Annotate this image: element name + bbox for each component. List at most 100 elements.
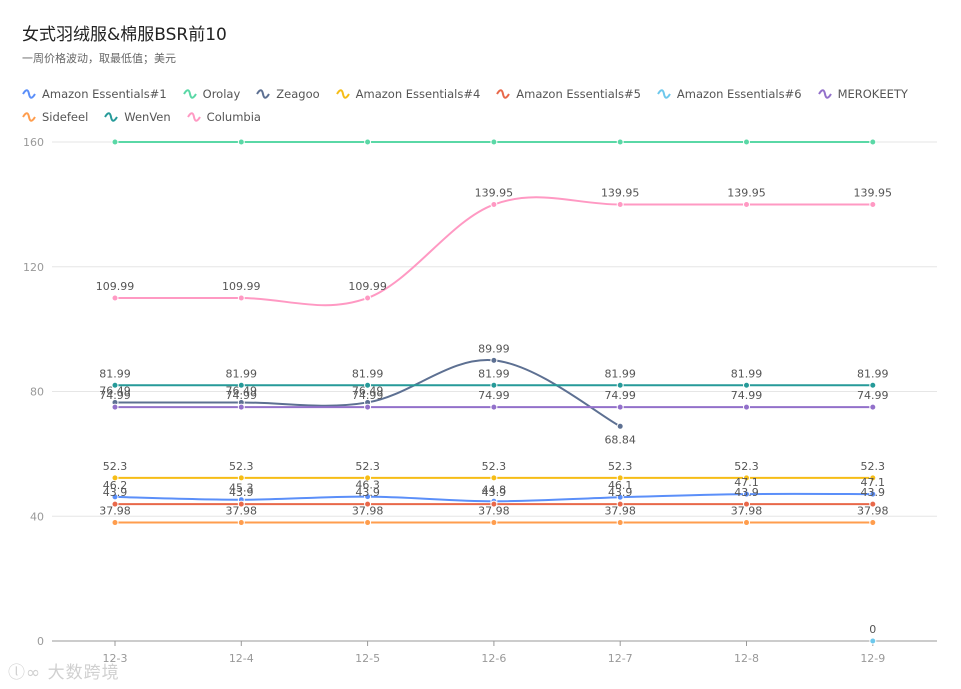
data-label: 43.9	[482, 486, 507, 499]
data-point-amazon-essentials-5[interactable]	[490, 500, 498, 508]
data-point-columbia[interactable]	[364, 294, 372, 302]
legend-line-icon	[22, 88, 36, 99]
data-point-amazon-essentials-1[interactable]	[364, 493, 372, 501]
data-point-columbia[interactable]	[237, 294, 245, 302]
data-point-amazon-essentials-4[interactable]	[490, 474, 498, 482]
data-point-wenven[interactable]	[869, 381, 877, 389]
legend-item-columbia[interactable]: Columbia	[186, 105, 261, 128]
legend-item-zeagoo[interactable]: Zeagoo	[256, 82, 320, 105]
data-label: 43.9	[103, 486, 128, 499]
data-point-sidefeel[interactable]	[364, 519, 372, 527]
data-point-orolay[interactable]	[616, 138, 624, 146]
x-tick-label: 12-5	[355, 652, 380, 665]
legend-label: WenVen	[124, 109, 171, 124]
data-point-orolay[interactable]	[490, 138, 498, 146]
data-label: 52.3	[608, 460, 633, 473]
data-label: 139.95	[601, 187, 640, 200]
data-label: 52.3	[103, 460, 128, 473]
data-point-orolay[interactable]	[869, 138, 877, 146]
data-point-merokeety[interactable]	[490, 403, 498, 411]
data-point-amazon-essentials-4[interactable]	[237, 474, 245, 482]
data-point-amazon-essentials-5[interactable]	[364, 500, 372, 508]
data-point-columbia[interactable]	[616, 201, 624, 209]
legend-item-merokeety[interactable]: MEROKEETY	[817, 82, 908, 105]
data-point-wenven[interactable]	[237, 381, 245, 389]
data-point-amazon-essentials-4[interactable]	[743, 474, 750, 482]
data-point-zeagoo[interactable]	[616, 422, 624, 430]
data-point-orolay[interactable]	[237, 138, 245, 146]
data-point-orolay[interactable]	[743, 138, 750, 146]
data-point-columbia[interactable]	[869, 201, 877, 209]
data-label: 47.1	[861, 476, 886, 489]
data-point-amazon-essentials-5[interactable]	[237, 500, 245, 508]
data-point-merokeety[interactable]	[237, 403, 245, 411]
data-point-amazon-essentials-5[interactable]	[869, 500, 877, 508]
data-point-amazon-essentials-1[interactable]	[111, 493, 119, 501]
data-point-sidefeel[interactable]	[616, 519, 624, 527]
watermark-mark-icon: ⓛ∞	[8, 663, 42, 683]
data-point-amazon-essentials-5[interactable]	[616, 500, 624, 508]
data-point-orolay[interactable]	[364, 138, 372, 146]
data-point-wenven[interactable]	[364, 381, 372, 389]
data-point-amazon-essentials-4[interactable]	[869, 474, 877, 482]
data-point-amazon-essentials-1[interactable]	[869, 490, 877, 498]
data-label: 47.1	[734, 476, 759, 489]
data-point-merokeety[interactable]	[364, 403, 372, 411]
legend-line-icon	[496, 88, 511, 99]
data-point-amazon-essentials-4[interactable]	[616, 474, 624, 482]
legend-item-amazon-essentials-4[interactable]: Amazon Essentials#4	[335, 82, 481, 105]
data-label: 52.3	[355, 460, 380, 473]
data-label: 74.99	[731, 389, 763, 402]
data-label: 43.9	[861, 486, 886, 499]
data-point-amazon-essentials-1[interactable]	[743, 490, 750, 498]
data-label: 139.95	[727, 187, 766, 200]
legend-item-wenven[interactable]: WenVen	[104, 105, 171, 128]
data-label: 37.98	[604, 505, 636, 518]
data-point-columbia[interactable]	[743, 201, 750, 209]
data-label: 76.49	[352, 384, 384, 397]
data-point-wenven[interactable]	[743, 381, 750, 389]
data-point-amazon-essentials-6[interactable]	[869, 637, 877, 645]
legend-item-amazon-essentials-5[interactable]: Amazon Essentials#5	[496, 82, 641, 105]
data-label: 43.9	[608, 486, 633, 499]
data-point-columbia[interactable]	[490, 201, 498, 209]
legend-label: Amazon Essentials#4	[355, 86, 481, 101]
data-label: 81.99	[352, 367, 384, 380]
data-point-zeagoo[interactable]	[490, 356, 498, 364]
data-label: 74.99	[226, 389, 258, 402]
data-label: 43.9	[734, 486, 759, 499]
data-label: 139.95	[475, 187, 514, 200]
data-point-sidefeel[interactable]	[743, 519, 750, 527]
data-point-merokeety[interactable]	[743, 403, 750, 411]
data-point-sidefeel[interactable]	[490, 519, 498, 527]
legend-line-icon	[817, 88, 832, 99]
legend-line-icon	[657, 88, 671, 99]
legend-line-icon	[186, 111, 201, 122]
data-point-amazon-essentials-4[interactable]	[364, 474, 372, 482]
legend-item-amazon-essentials-1[interactable]: Amazon Essentials#1	[22, 82, 167, 105]
data-point-amazon-essentials-4[interactable]	[111, 474, 119, 482]
data-point-orolay[interactable]	[111, 138, 119, 146]
data-point-wenven[interactable]	[616, 381, 624, 389]
legend-item-orolay[interactable]: Orolay	[182, 82, 241, 105]
legend-item-amazon-essentials-6[interactable]: Amazon Essentials#6	[657, 82, 802, 105]
data-point-sidefeel[interactable]	[237, 519, 245, 527]
data-point-amazon-essentials-1[interactable]	[616, 493, 624, 501]
data-point-columbia[interactable]	[111, 294, 119, 302]
legend-label: Orolay	[202, 86, 241, 101]
data-point-sidefeel[interactable]	[111, 519, 119, 527]
data-point-merokeety[interactable]	[869, 403, 877, 411]
data-label: 0	[869, 623, 876, 636]
legend-item-sidefeel[interactable]: Sidefeel	[22, 105, 88, 128]
data-label: 37.98	[226, 505, 258, 518]
data-point-sidefeel[interactable]	[869, 519, 877, 527]
data-point-merokeety[interactable]	[111, 403, 119, 411]
data-point-merokeety[interactable]	[616, 403, 624, 411]
data-point-wenven[interactable]	[111, 381, 119, 389]
data-label: 46.2	[103, 479, 128, 492]
data-point-amazon-essentials-5[interactable]	[111, 500, 119, 508]
data-point-amazon-essentials-5[interactable]	[743, 500, 750, 508]
data-point-wenven[interactable]	[490, 381, 498, 389]
y-tick-label: 40	[30, 510, 44, 523]
